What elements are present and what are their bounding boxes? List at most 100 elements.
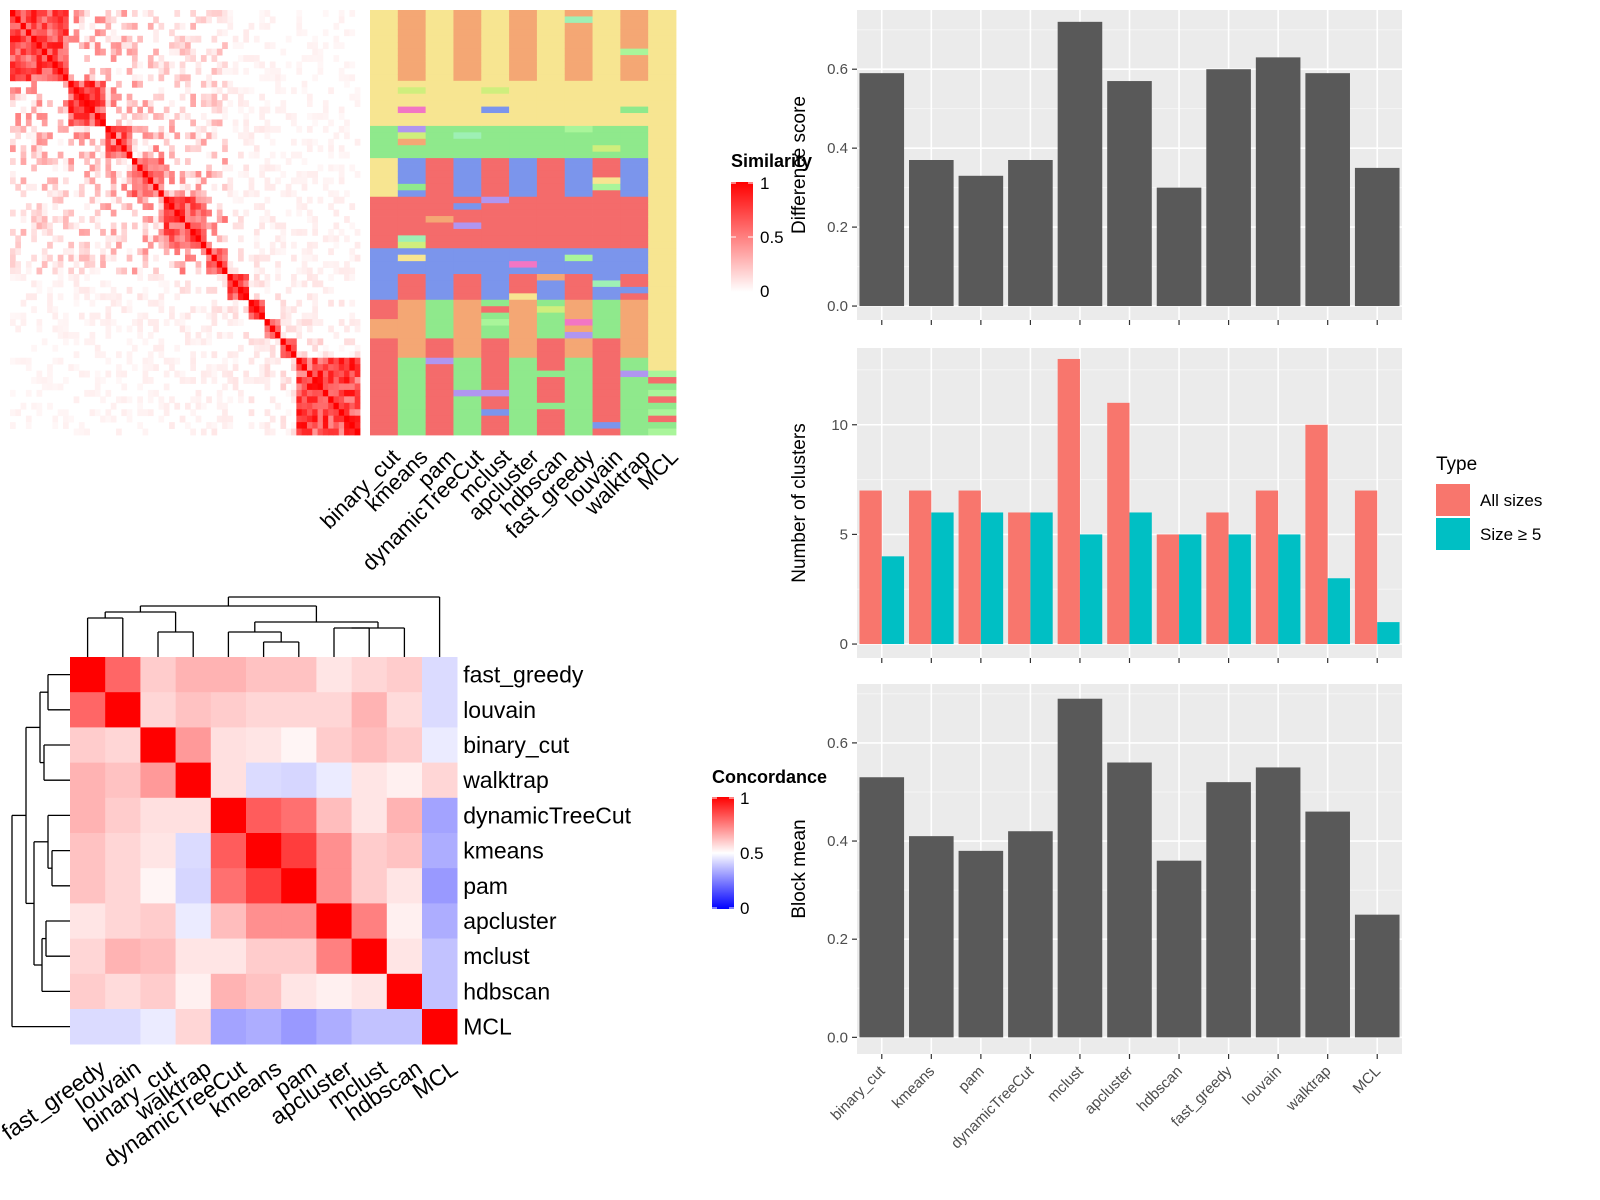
similarity-cell: [94, 48, 101, 56]
similarity-cell: [253, 55, 260, 62]
similarity-cell: [126, 177, 133, 185]
assignment-cell: [509, 106, 538, 114]
assignment-cell: [564, 235, 593, 243]
concordance-cell: [281, 692, 317, 728]
similarity-cell: [275, 325, 281, 333]
assignment-cell: [425, 312, 454, 320]
similarity-cell: [296, 319, 303, 326]
similarity-cell: [47, 100, 53, 107]
similarity-cell: [232, 222, 239, 230]
assignment-cell: [620, 338, 649, 346]
similarity-cell: [36, 151, 43, 159]
similarity-cell: [211, 370, 218, 378]
similarity-cell: [100, 29, 106, 37]
assignment-cell: [592, 170, 621, 178]
concordance-cell: [422, 833, 458, 869]
similarity-cell: [36, 61, 43, 69]
similarity-cell: [253, 267, 260, 275]
similarity-cell: [179, 261, 186, 268]
similarity-cell: [31, 132, 37, 140]
assignment-cell: [397, 164, 427, 172]
similarity-cell: [142, 10, 149, 17]
similarity-cell: [158, 132, 165, 140]
concordance-cell: [175, 762, 212, 799]
similarity-cell: [243, 377, 250, 384]
assignment-cell: [481, 248, 510, 256]
similarity-cell: [216, 415, 223, 423]
similarity-cell: [47, 306, 53, 314]
concordance-cell: [105, 833, 141, 869]
similarity-cell: [31, 42, 37, 50]
similarity-cell: [52, 280, 59, 288]
assignment-cell: [453, 383, 482, 391]
assignment-cell: [648, 48, 677, 56]
assignment-cell: [648, 145, 677, 153]
assignment-cell: [592, 61, 621, 69]
similarity-cell: [328, 383, 334, 391]
similarity-cell: [137, 383, 143, 391]
y-tick-label: 0.6: [827, 735, 848, 752]
assignment-cell: [564, 87, 593, 95]
similarity-cell: [169, 203, 175, 211]
similarity-cell: [94, 377, 101, 384]
similarity-cell: [10, 158, 16, 165]
similarity-cell: [137, 402, 143, 410]
similarity-cell: [137, 196, 143, 204]
similarity-cell: [264, 119, 271, 127]
assignment-cell: [648, 16, 677, 24]
similarity-cell: [349, 312, 356, 320]
assignment-cell: [397, 177, 427, 185]
similarity-cell: [57, 119, 64, 127]
similarity-cell: [174, 402, 181, 410]
similarity-cell: [338, 151, 345, 159]
similarity-cell: [52, 10, 59, 17]
assignment-cell: [536, 261, 566, 268]
assignment-cell: [592, 293, 621, 301]
similarity-cell: [222, 331, 228, 339]
similarity-cell: [211, 428, 218, 436]
similarity-cell: [20, 55, 27, 62]
similarity-cell: [269, 216, 276, 223]
similarity-cell: [169, 306, 175, 314]
similarity-cell: [190, 119, 196, 127]
similarity-cell: [94, 370, 101, 378]
assignment-cell: [620, 299, 649, 307]
concordance-cell: [210, 692, 247, 728]
similarity-cell: [142, 286, 149, 294]
assignment-cell: [453, 22, 482, 30]
similarity-cell: [259, 248, 265, 256]
assignment-cell: [648, 267, 677, 275]
similarity-cell: [312, 280, 318, 288]
similarity-cell: [137, 35, 143, 43]
similarity-cell: [195, 228, 202, 236]
similarity-cell: [142, 235, 149, 243]
similarity-cell: [216, 216, 223, 223]
similarity-cell: [78, 370, 85, 378]
assignment-cell: [425, 22, 454, 30]
assignment-cell: [620, 293, 649, 301]
assignment-cell: [397, 422, 427, 429]
assignment-cell: [620, 177, 649, 185]
assignment-cell: [592, 203, 621, 211]
similarity-cell: [15, 113, 21, 120]
similarity-cell: [52, 42, 59, 50]
similarity-cell: [31, 183, 37, 191]
assignment-cell: [481, 235, 510, 243]
concordance-cell: [386, 657, 423, 693]
assignment-cell: [397, 119, 427, 127]
similarity-cell: [110, 42, 117, 50]
similarity-cell: [105, 138, 112, 146]
similarity-cell: [89, 312, 96, 320]
similarity-cell: [248, 190, 255, 198]
assignment-cell: [397, 409, 427, 417]
similarity-cell: [291, 351, 297, 359]
similarity-cell: [190, 132, 196, 140]
similarity-cell: [41, 74, 48, 82]
similarity-cell: [116, 119, 122, 127]
similarity-cell: [25, 293, 32, 301]
similarity-cell: [195, 306, 202, 314]
similarity-cell: [116, 93, 122, 101]
bar: [1354, 167, 1400, 307]
similarity-cell: [190, 35, 196, 43]
similarity-cell: [306, 170, 313, 178]
